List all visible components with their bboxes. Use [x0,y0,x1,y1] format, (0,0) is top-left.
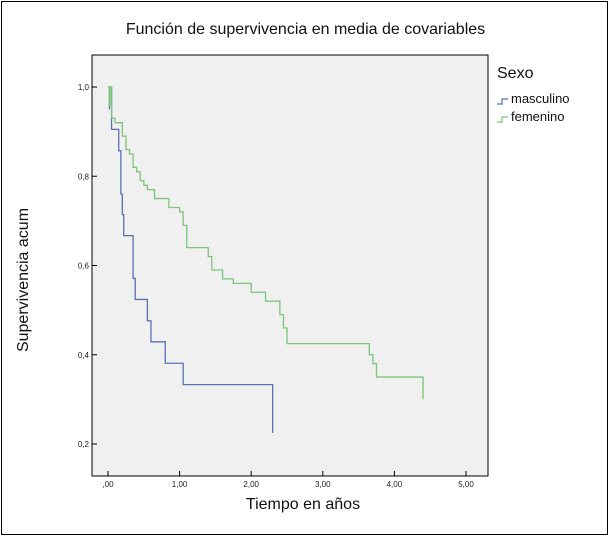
series-line-masculino [108,86,274,433]
x-tick-label: 4,00 [387,480,403,489]
legend-title: Sexo [497,65,534,82]
x-tick-label: 5,00 [458,480,474,489]
x-tick-label: 1,00 [172,480,188,489]
x-tick-label: 2,00 [243,480,259,489]
legend-label-femenino: femenino [511,109,565,124]
x-tick-label: ,00 [102,480,114,489]
y-tick-label: 0,8 [78,172,90,181]
y-tick-label: 0,2 [78,440,90,449]
series-line-femenino [108,86,424,400]
y-tick-label: 0,4 [78,351,90,360]
y-tick-label: 0,6 [78,262,90,271]
y-tick-label: 1,0 [78,83,90,92]
x-tick-label: 3,00 [315,480,331,489]
x-axis-label: Tiempo en años [245,496,361,513]
legend-swatch-femenino [497,116,508,123]
legend-label-masculino: masculino [511,91,570,106]
legend-swatch-masculino [497,98,508,105]
chart-title: Función de supervivencia en media de cov… [125,21,486,38]
plot-area [91,54,489,477]
